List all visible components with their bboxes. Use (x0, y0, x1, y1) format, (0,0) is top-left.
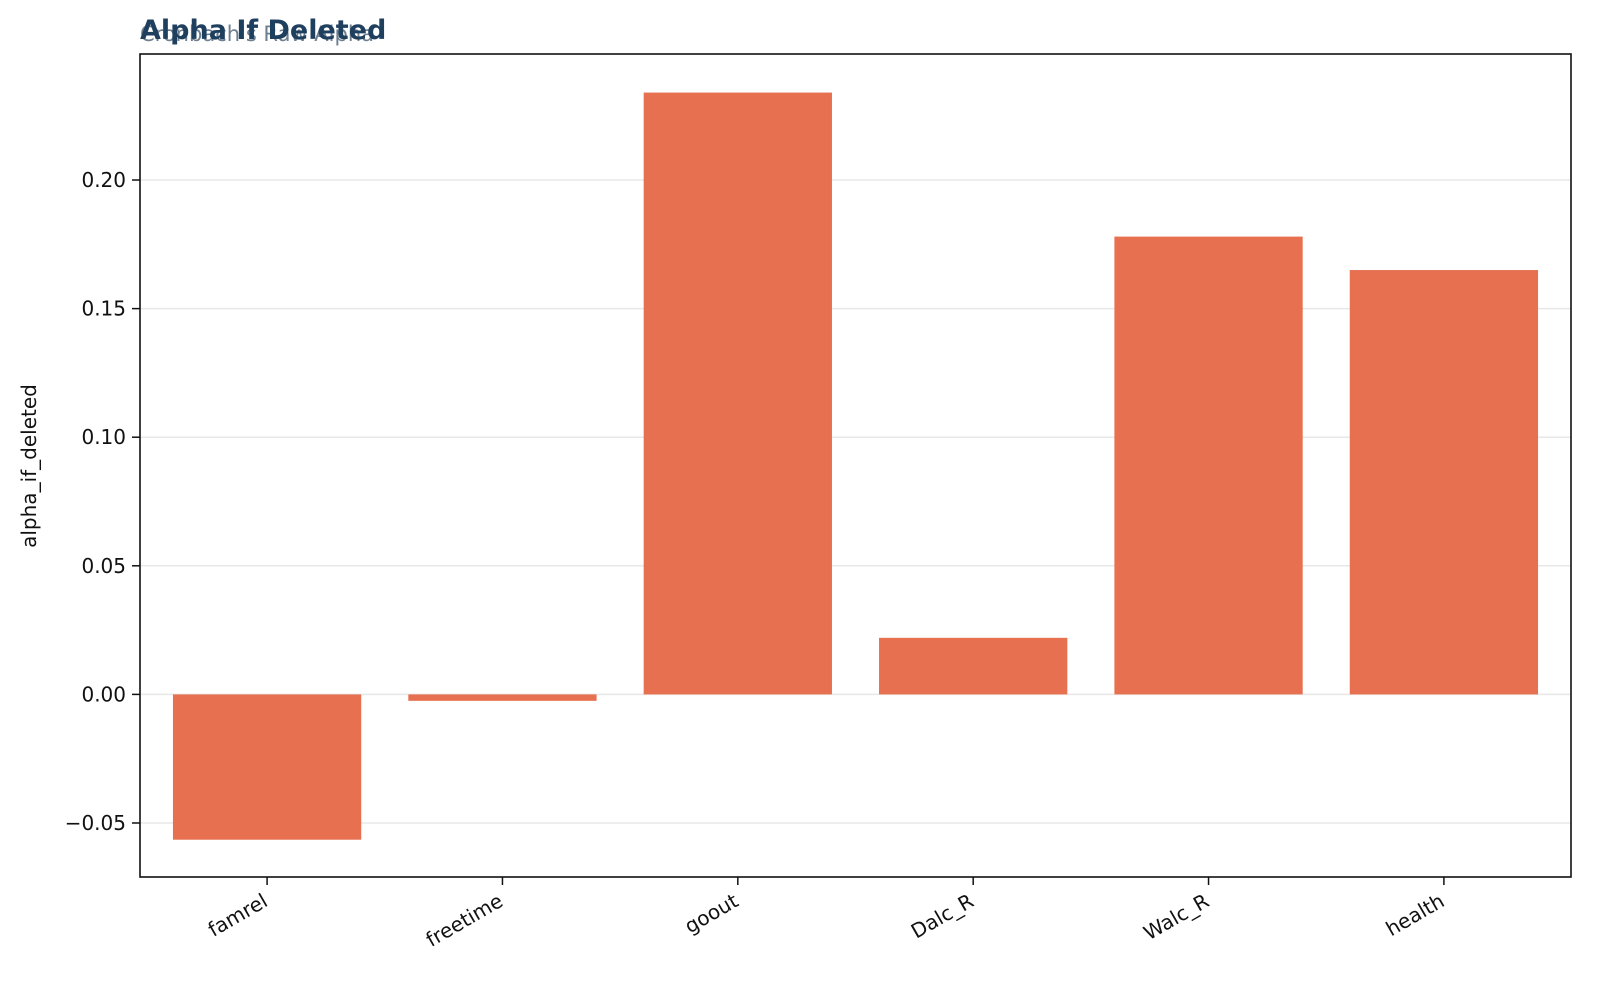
x-axis: famrel freetime goout Dalc_R Walc_R health (204, 877, 1449, 952)
x-tick-label: goout (680, 888, 742, 938)
y-axis: −0.05 0.00 0.05 0.10 0.15 0.20 (65, 168, 140, 835)
bar-freetime (408, 694, 597, 701)
x-tick-label: freetime (422, 889, 507, 952)
x-tick-label: health (1382, 889, 1449, 941)
x-tick-label: Dalc_R (907, 888, 978, 943)
y-tick-label: −0.05 (65, 811, 126, 835)
y-tick-label: 0.15 (81, 297, 126, 321)
bar-dalc-r (879, 637, 1068, 695)
bars-layer (172, 92, 1539, 840)
grid-layer (140, 179, 1571, 824)
x-tick-label: Walc_R (1139, 888, 1213, 944)
y-tick-label: 0.10 (81, 425, 126, 449)
y-axis-label: alpha_if_deleted (17, 384, 41, 548)
chart-subtitle: Cronbach's Raw Alpha (140, 22, 374, 46)
y-tick-label: 0.05 (81, 554, 126, 578)
y-tick-label: 0.00 (81, 682, 126, 706)
bar-famrel (172, 694, 362, 840)
y-tick-label: 0.20 (81, 168, 126, 192)
chart-title: Alpha If Deleted (140, 15, 386, 46)
bar-health (1349, 270, 1539, 695)
x-tick-label: famrel (204, 889, 272, 942)
bar-goout (643, 92, 832, 695)
bar-walc-r (1114, 236, 1303, 695)
plot-frame (139, 53, 1572, 878)
